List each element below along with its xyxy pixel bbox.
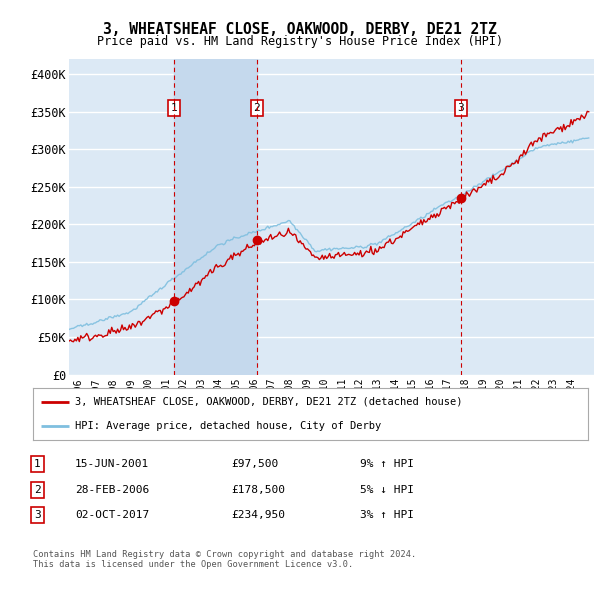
Text: Contains HM Land Registry data © Crown copyright and database right 2024.
This d: Contains HM Land Registry data © Crown c… xyxy=(33,550,416,569)
Text: £178,500: £178,500 xyxy=(231,485,285,494)
Text: £97,500: £97,500 xyxy=(231,460,278,469)
Bar xyxy=(174,59,257,375)
Text: 3: 3 xyxy=(458,103,464,113)
Text: 9% ↑ HPI: 9% ↑ HPI xyxy=(360,460,414,469)
Text: 2: 2 xyxy=(253,103,260,113)
Text: 2: 2 xyxy=(34,485,41,494)
Text: 3: 3 xyxy=(34,510,41,520)
Text: 1: 1 xyxy=(34,460,41,469)
Text: 3, WHEATSHEAF CLOSE, OAKWOOD, DERBY, DE21 2TZ (detached house): 3, WHEATSHEAF CLOSE, OAKWOOD, DERBY, DE2… xyxy=(74,396,462,407)
Text: 5% ↓ HPI: 5% ↓ HPI xyxy=(360,485,414,494)
Text: Price paid vs. HM Land Registry's House Price Index (HPI): Price paid vs. HM Land Registry's House … xyxy=(97,35,503,48)
Text: 15-JUN-2001: 15-JUN-2001 xyxy=(75,460,149,469)
Text: 3, WHEATSHEAF CLOSE, OAKWOOD, DERBY, DE21 2TZ: 3, WHEATSHEAF CLOSE, OAKWOOD, DERBY, DE2… xyxy=(103,22,497,37)
Text: 02-OCT-2017: 02-OCT-2017 xyxy=(75,510,149,520)
Text: 3% ↑ HPI: 3% ↑ HPI xyxy=(360,510,414,520)
Text: 28-FEB-2006: 28-FEB-2006 xyxy=(75,485,149,494)
Text: HPI: Average price, detached house, City of Derby: HPI: Average price, detached house, City… xyxy=(74,421,381,431)
Text: 1: 1 xyxy=(170,103,178,113)
Text: £234,950: £234,950 xyxy=(231,510,285,520)
